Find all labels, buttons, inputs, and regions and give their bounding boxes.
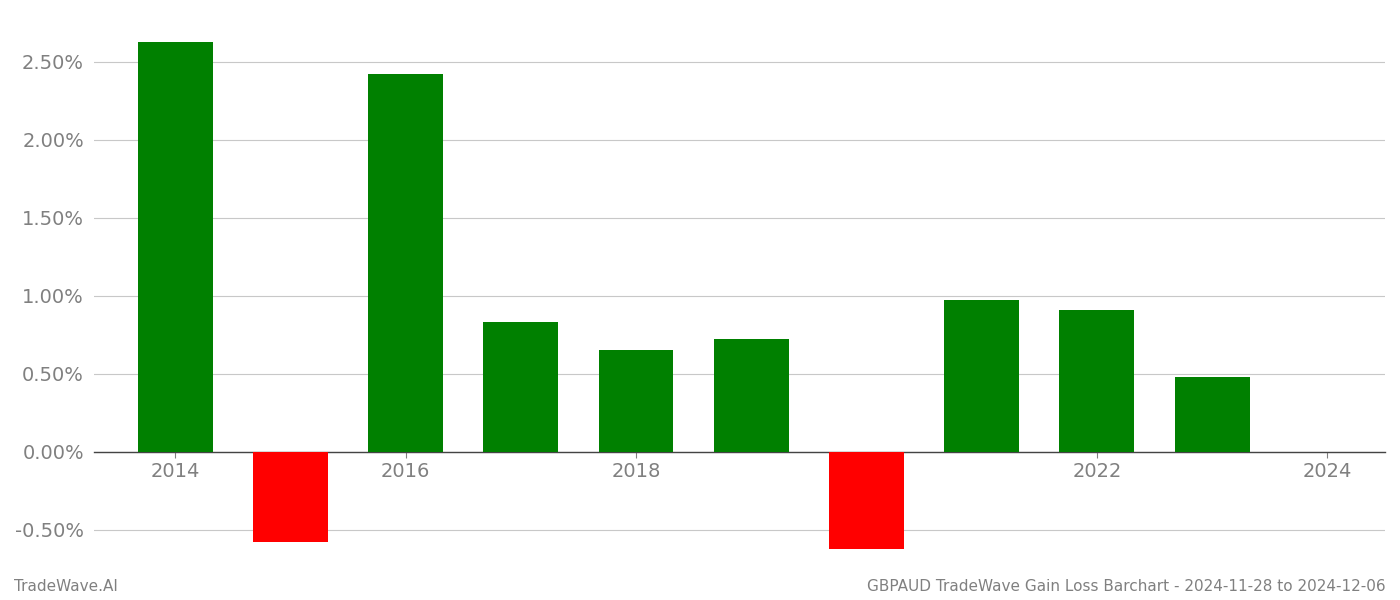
Bar (253, 452, 328, 542)
Bar (1060, 310, 1134, 452)
Bar (714, 340, 788, 452)
Bar (944, 301, 1019, 452)
Bar (599, 350, 673, 452)
Bar (1175, 377, 1250, 452)
Text: GBPAUD TradeWave Gain Loss Barchart - 2024-11-28 to 2024-12-06: GBPAUD TradeWave Gain Loss Barchart - 20… (868, 579, 1386, 594)
Bar (829, 452, 904, 548)
Bar (137, 41, 213, 452)
Text: TradeWave.AI: TradeWave.AI (14, 579, 118, 594)
Bar (483, 322, 559, 452)
Bar (368, 74, 442, 452)
